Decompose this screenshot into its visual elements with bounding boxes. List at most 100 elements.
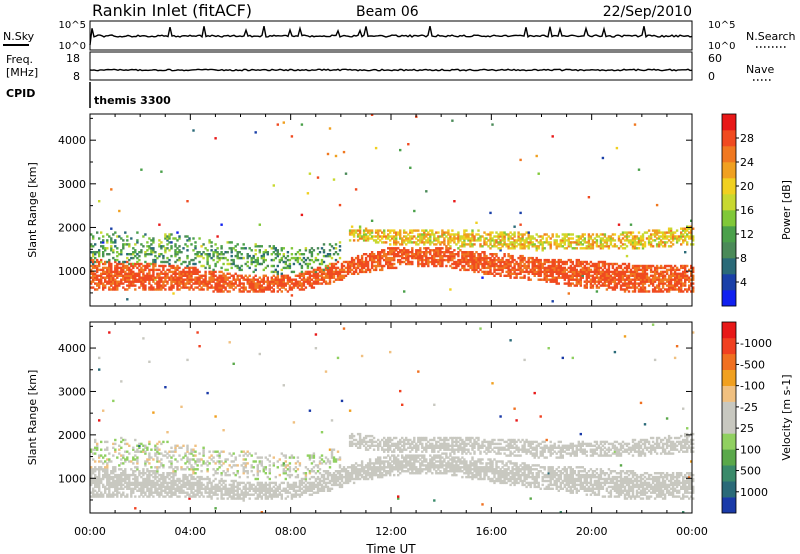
heatmap-cell — [491, 237, 494, 240]
heatmap-cell — [114, 280, 117, 283]
heatmap-cell — [300, 288, 304, 291]
heatmap-cell — [120, 475, 123, 479]
heatmap-cell — [623, 231, 627, 234]
heatmap-cell — [94, 448, 97, 451]
heatmap-cell — [629, 223, 633, 226]
heatmap-cell — [613, 243, 617, 246]
heatmap-cell — [180, 251, 183, 254]
heatmap-cell — [637, 272, 641, 275]
heatmap-cell — [176, 253, 179, 256]
heatmap-cell — [629, 274, 633, 277]
heatmap-cell — [124, 442, 127, 446]
heatmap-cell — [256, 262, 259, 266]
heatmap-cell — [421, 256, 424, 260]
heatmap-cell — [551, 258, 554, 262]
heatmap-cell — [178, 446, 181, 449]
heatmap-cell — [96, 479, 99, 483]
heatmap-cell — [190, 452, 193, 455]
heatmap-cell — [629, 243, 633, 246]
heatmap-cell — [401, 241, 404, 244]
heatmap-cell — [94, 481, 97, 485]
heatmap-cell — [100, 479, 103, 483]
heatmap-cell — [222, 282, 225, 285]
heatmap-cell — [92, 458, 95, 461]
heatmap-cell — [106, 468, 109, 471]
heatmap-cell — [278, 282, 281, 285]
heatmap-cell — [541, 270, 544, 274]
heatmap-cell — [90, 470, 93, 473]
heatmap-cell — [218, 485, 221, 489]
heatmap-cell — [617, 282, 621, 285]
heatmap-cell — [671, 278, 675, 281]
heatmap-cell — [403, 247, 406, 250]
heatmap-cell — [120, 481, 123, 485]
heatmap-cell — [334, 272, 338, 275]
heatmap-cell — [395, 266, 398, 270]
heatmap-cell — [156, 475, 159, 479]
heatmap-cell — [511, 237, 514, 240]
heatmap-cell — [114, 258, 117, 262]
heatmap-cell — [236, 256, 239, 260]
heatmap-cell — [112, 249, 115, 252]
heatmap-cell — [637, 282, 641, 285]
heatmap-cell — [523, 239, 526, 242]
heatmap-cell — [399, 233, 402, 236]
heatmap-cell — [573, 268, 576, 272]
heatmap-cell — [92, 286, 95, 289]
heatmap-cell — [555, 272, 558, 275]
heatmap-cell — [489, 233, 492, 236]
heatmap-cell — [188, 274, 191, 277]
heatmap-cell — [320, 272, 324, 275]
heatmap-cell — [684, 231, 687, 234]
heatmap-cell — [176, 272, 179, 275]
heatmap-cell — [521, 254, 524, 258]
heatmap-cell — [607, 247, 611, 250]
heatmap-cell — [543, 247, 546, 250]
heatmap-cell — [599, 237, 603, 240]
heatmap-cell — [381, 254, 384, 258]
heatmap-cell — [290, 288, 294, 291]
heatmap-cell — [513, 231, 516, 234]
heatmap-cell — [547, 235, 550, 238]
heatmap-cell — [148, 472, 151, 475]
heatmap-cell — [320, 276, 324, 279]
heatmap-cell — [354, 266, 358, 270]
heatmap-cell — [136, 477, 139, 481]
heatmap-cell — [641, 284, 645, 287]
heatmap-cell — [288, 258, 292, 262]
heatmap-cell — [94, 446, 97, 449]
heatmap-cell — [120, 493, 123, 496]
heatmap-cell — [228, 282, 231, 285]
heatmap-cell — [441, 241, 444, 244]
heatmap-cell — [100, 477, 103, 481]
heatmap-cell — [348, 264, 352, 268]
heatmap-cell — [98, 262, 101, 266]
heatmap-cell — [188, 268, 191, 272]
heatmap-cell — [463, 229, 466, 232]
heatmap-cell — [453, 235, 456, 238]
heatmap-cell — [244, 274, 247, 277]
heatmap-cell — [214, 288, 217, 291]
heatmap-cell — [617, 235, 621, 238]
heatmap-cell — [551, 272, 554, 275]
heatmap-cell — [216, 487, 219, 490]
heatmap-cell — [94, 440, 97, 444]
heatmap-cell — [653, 266, 657, 270]
heatmap-cell — [90, 243, 93, 246]
heatmap-cell — [577, 260, 580, 264]
heatmap-cell — [156, 481, 159, 485]
heatmap-cell — [238, 282, 241, 285]
heatmap-cell — [304, 247, 308, 250]
heatmap-cell — [617, 272, 621, 275]
heatmap-cell — [521, 276, 524, 279]
heatmap-cell — [467, 235, 470, 238]
heatmap-cell — [519, 223, 522, 226]
heatmap-cell — [126, 274, 129, 277]
heatmap-cell — [481, 245, 484, 248]
heatmap-cell — [635, 278, 639, 281]
heatmap-cell — [146, 489, 149, 492]
heatmap-cell — [218, 481, 221, 485]
heatmap-cell — [118, 475, 121, 479]
heatmap-cell — [511, 268, 514, 272]
